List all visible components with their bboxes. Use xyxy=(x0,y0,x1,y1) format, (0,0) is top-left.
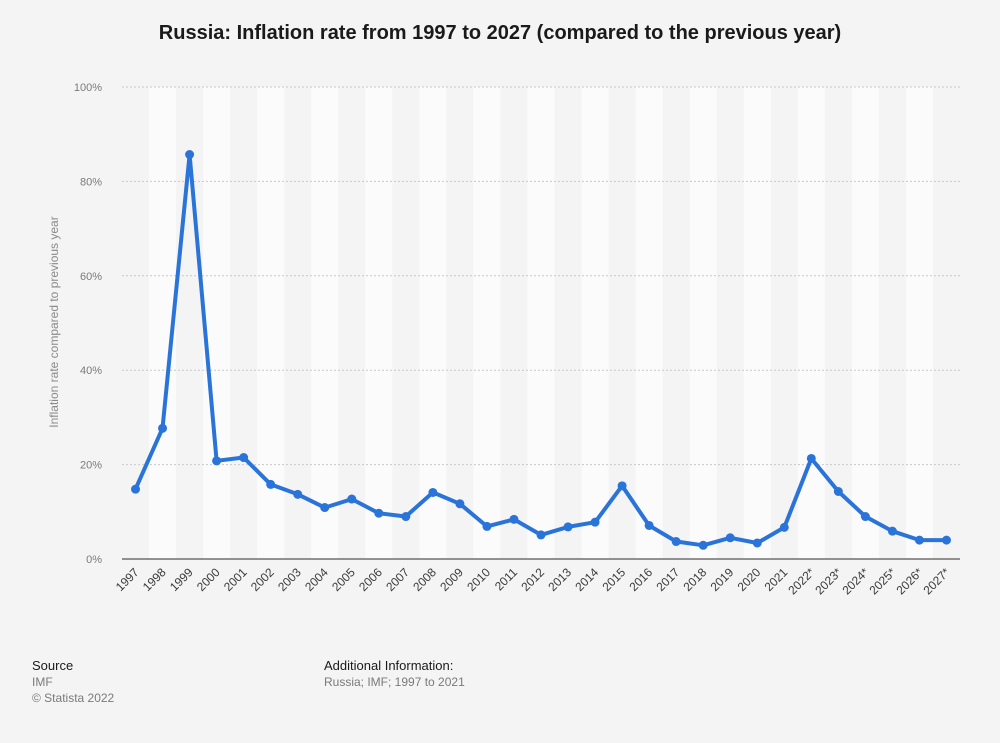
y-tick-label: 60% xyxy=(80,271,102,283)
copyright: © Statista 2022 xyxy=(32,691,115,705)
x-tick-label: 2000 xyxy=(194,565,223,594)
x-tick-label: 2013 xyxy=(545,565,574,594)
data-point[interactable] xyxy=(725,533,735,543)
data-point[interactable] xyxy=(914,535,924,545)
x-tick-label: 2025* xyxy=(866,565,898,597)
data-point[interactable] xyxy=(671,537,681,547)
y-tick-labels: 0% 20% 40% 60% 80% 100% xyxy=(74,82,102,566)
data-point[interactable] xyxy=(266,479,276,489)
additional-info-heading: Additional Information: xyxy=(324,658,454,673)
x-tick-label: 2004 xyxy=(302,565,331,594)
source-heading: Source xyxy=(32,658,74,673)
column-band xyxy=(527,87,555,559)
x-tick-label: 2015 xyxy=(599,565,628,594)
x-tick-label: 2010 xyxy=(464,565,493,594)
line-chart: 0%20%40%60%80%100% 199719981999200020012… xyxy=(47,82,960,597)
data-point[interactable] xyxy=(698,540,708,550)
data-point[interactable] xyxy=(455,499,465,509)
x-tick-label: 2017 xyxy=(654,565,683,594)
column-band xyxy=(203,87,231,559)
data-point[interactable] xyxy=(617,481,627,491)
column-band xyxy=(689,87,717,559)
data-point[interactable] xyxy=(374,508,384,518)
x-tick-label: 1997 xyxy=(113,565,142,594)
data-point[interactable] xyxy=(806,453,816,463)
x-tick-labels: 1997199819992000200120022003200420052006… xyxy=(113,565,953,597)
x-tick-label: 2001 xyxy=(221,565,250,594)
source-block: Source IMF © Statista 2022 xyxy=(32,658,114,706)
data-point[interactable] xyxy=(212,456,222,466)
x-tick-label: 2016 xyxy=(626,565,655,594)
x-tick-label: 1998 xyxy=(140,565,169,594)
data-point[interactable] xyxy=(158,423,168,433)
data-point[interactable] xyxy=(320,503,330,513)
column-band xyxy=(581,87,609,559)
data-point[interactable] xyxy=(239,453,249,463)
x-tick-label: 2007 xyxy=(383,565,412,594)
x-tick-label: 2014 xyxy=(572,565,601,594)
data-point[interactable] xyxy=(752,538,762,548)
data-point[interactable] xyxy=(185,149,195,159)
x-tick-label: 2009 xyxy=(437,565,466,594)
column-band xyxy=(905,87,933,559)
x-tick-label: 2005 xyxy=(329,565,358,594)
data-point[interactable] xyxy=(563,522,573,532)
additional-info-block: Additional Information: Russia; IMF; 199… xyxy=(324,658,465,690)
data-point[interactable] xyxy=(131,484,141,494)
column-band xyxy=(797,87,825,559)
data-point[interactable] xyxy=(536,530,546,540)
x-tick-label: 2024* xyxy=(839,565,871,597)
column-bands xyxy=(149,87,933,559)
x-tick-label: 2020 xyxy=(735,565,764,594)
x-tick-label: 2002 xyxy=(248,565,277,594)
column-band xyxy=(365,87,393,559)
column-band xyxy=(311,87,339,559)
x-tick-label: 2012 xyxy=(518,565,547,594)
data-point[interactable] xyxy=(590,517,600,527)
data-point[interactable] xyxy=(401,512,411,522)
column-band xyxy=(419,87,447,559)
x-tick-label: 2003 xyxy=(275,565,304,594)
data-point[interactable] xyxy=(347,494,357,504)
source-name: IMF xyxy=(32,675,53,689)
data-point[interactable] xyxy=(887,526,897,536)
data-point[interactable] xyxy=(833,487,843,497)
y-tick-label: 100% xyxy=(74,82,102,94)
x-tick-label: 2019 xyxy=(708,565,737,594)
data-point[interactable] xyxy=(482,521,492,531)
additional-info-text: Russia; IMF; 1997 to 2021 xyxy=(324,675,465,689)
y-tick-label: 0% xyxy=(86,554,102,566)
data-point[interactable] xyxy=(509,514,519,524)
y-tick-label: 40% xyxy=(80,365,102,377)
y-axis-label: Inflation rate compared to previous year xyxy=(47,216,61,427)
x-tick-label: 2011 xyxy=(492,565,520,593)
column-band xyxy=(473,87,501,559)
series-layer xyxy=(131,149,951,550)
column-band xyxy=(851,87,879,559)
data-point[interactable] xyxy=(860,512,870,522)
gridlines xyxy=(122,86,960,560)
column-band xyxy=(635,87,663,559)
y-tick-label: 80% xyxy=(80,176,102,188)
x-tick-label: 2027* xyxy=(921,565,953,597)
x-tick-label: 2008 xyxy=(410,565,439,594)
x-tick-label: 2022* xyxy=(785,565,817,597)
data-point[interactable] xyxy=(293,489,303,499)
column-band xyxy=(743,87,771,559)
data-point[interactable] xyxy=(941,535,951,545)
data-point[interactable] xyxy=(644,520,654,530)
data-point[interactable] xyxy=(428,487,438,497)
x-tick-label: 2026* xyxy=(893,565,925,597)
y-tick-label: 20% xyxy=(80,460,102,472)
x-tick-label: 1999 xyxy=(167,565,196,594)
x-tick-label: 2023* xyxy=(812,565,844,597)
data-point[interactable] xyxy=(779,522,789,532)
chart-title: Russia: Inflation rate from 1997 to 2027… xyxy=(158,22,842,44)
x-tick-label: 2018 xyxy=(681,565,710,594)
x-tick-label: 2006 xyxy=(356,565,385,594)
